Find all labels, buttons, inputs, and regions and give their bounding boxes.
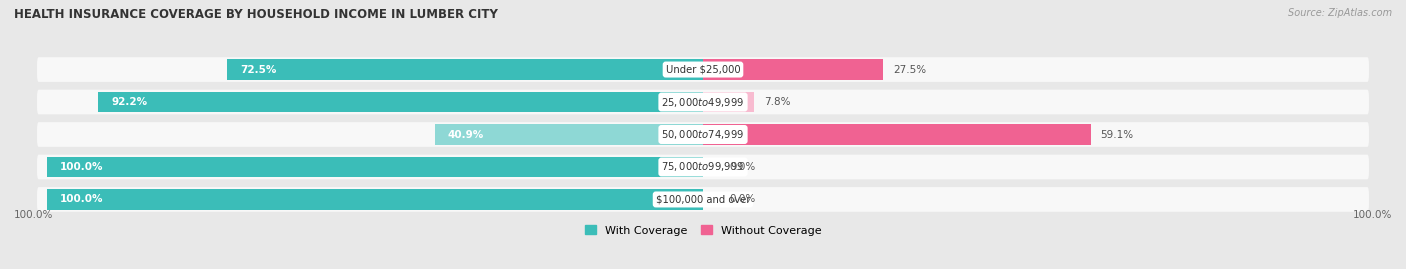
Text: $25,000 to $49,999: $25,000 to $49,999 — [661, 95, 745, 108]
Text: 0.0%: 0.0% — [730, 162, 755, 172]
FancyBboxPatch shape — [37, 155, 1369, 179]
Text: Source: ZipAtlas.com: Source: ZipAtlas.com — [1288, 8, 1392, 18]
Text: $75,000 to $99,999: $75,000 to $99,999 — [661, 161, 745, 174]
FancyBboxPatch shape — [37, 187, 1369, 212]
FancyBboxPatch shape — [37, 122, 1369, 147]
FancyBboxPatch shape — [37, 57, 1369, 82]
Text: $100,000 and over: $100,000 and over — [655, 194, 751, 204]
Bar — [703, 59, 883, 80]
Bar — [98, 92, 703, 112]
Text: 7.8%: 7.8% — [763, 97, 790, 107]
Bar — [434, 125, 703, 144]
Bar — [228, 59, 703, 80]
Text: 100.0%: 100.0% — [14, 210, 53, 220]
Bar — [46, 189, 703, 210]
FancyBboxPatch shape — [37, 90, 1369, 114]
Text: 100.0%: 100.0% — [1353, 210, 1392, 220]
Text: 92.2%: 92.2% — [111, 97, 148, 107]
Text: 72.5%: 72.5% — [240, 65, 277, 75]
Text: $50,000 to $74,999: $50,000 to $74,999 — [661, 128, 745, 141]
Text: HEALTH INSURANCE COVERAGE BY HOUSEHOLD INCOME IN LUMBER CITY: HEALTH INSURANCE COVERAGE BY HOUSEHOLD I… — [14, 8, 498, 21]
Text: 40.9%: 40.9% — [447, 129, 484, 140]
Text: 27.5%: 27.5% — [893, 65, 927, 75]
Bar — [703, 92, 754, 112]
Legend: With Coverage, Without Coverage: With Coverage, Without Coverage — [585, 225, 821, 236]
Text: 0.0%: 0.0% — [730, 194, 755, 204]
Bar — [46, 157, 703, 177]
Text: 100.0%: 100.0% — [60, 162, 104, 172]
Text: 100.0%: 100.0% — [60, 194, 104, 204]
Text: 59.1%: 59.1% — [1101, 129, 1133, 140]
Text: Under $25,000: Under $25,000 — [665, 65, 741, 75]
Bar — [703, 125, 1091, 144]
